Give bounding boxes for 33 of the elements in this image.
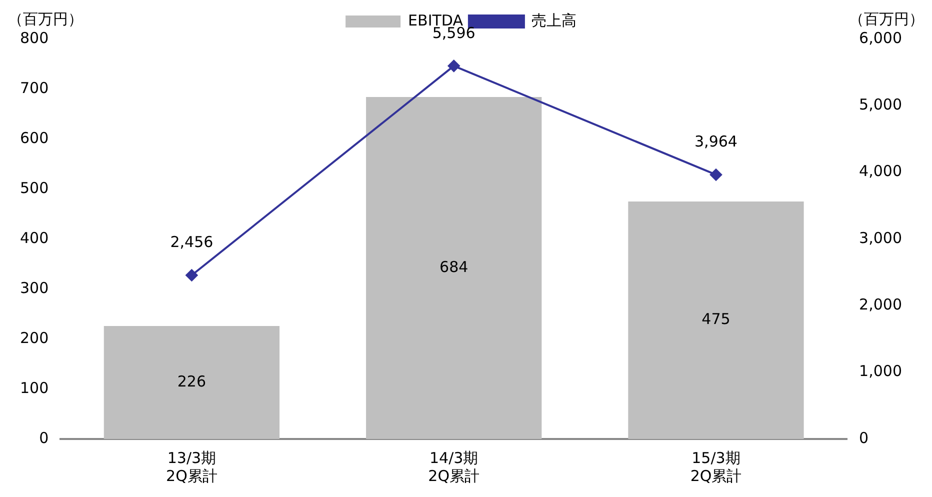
y2-tick-label: 3,000 <box>859 228 902 247</box>
data-label: 684 <box>440 258 468 276</box>
y-tick-label: 700 <box>20 78 49 97</box>
bar <box>104 326 280 439</box>
x-tick-label: 13/3期 2Q累計 <box>166 448 218 485</box>
y-tick-label: 300 <box>20 278 49 297</box>
y-tick-label: 600 <box>20 128 49 147</box>
y-tick-label: 0 <box>39 428 49 447</box>
y-tick-label: 400 <box>20 228 49 247</box>
point <box>186 269 198 282</box>
x-tick-label: 14/3期 2Q累計 <box>428 448 480 485</box>
point <box>448 60 460 72</box>
y2-tick-label: 5,000 <box>859 96 902 114</box>
y-tick-label: 100 <box>20 378 49 397</box>
y2-tick-label: 6,000 <box>859 28 902 47</box>
point <box>710 168 722 181</box>
y2-tick-label: 0 <box>859 428 869 447</box>
y2-tick-label: 4,000 <box>859 162 902 180</box>
y-tick-label: 800 <box>20 28 49 47</box>
data-label: 3,964 <box>694 132 738 151</box>
data-label: 2,456 <box>170 233 214 252</box>
data-label: 226 <box>177 372 206 390</box>
y2-tick-label: 2,000 <box>859 296 902 314</box>
y-axis-title: （百万円） <box>8 10 83 29</box>
y2-tick-label: 1,000 <box>859 362 902 380</box>
x-tick-label: 15/3期 2Q累計 <box>690 448 742 485</box>
bar <box>628 202 804 439</box>
y2-axis-title: （百万円） <box>849 10 924 29</box>
data-label: 475 <box>702 310 730 328</box>
y-tick-label: 200 <box>20 328 49 347</box>
y-tick-label: 500 <box>20 178 49 197</box>
legend-label: 売上高 <box>531 11 576 30</box>
bar <box>366 97 542 439</box>
